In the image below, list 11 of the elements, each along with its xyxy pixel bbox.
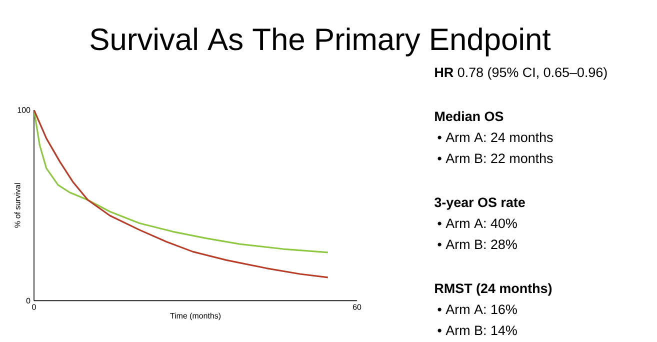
text: 3-year OS rate bbox=[434, 198, 525, 210]
text: RMST (24 months) bbox=[435, 283, 552, 296]
text: • Arm A: 40% bbox=[438, 218, 517, 228]
text: • Arm B: 14% bbox=[438, 326, 517, 336]
text: Median OS bbox=[435, 111, 504, 122]
text: • Arm B: 22 months bbox=[438, 153, 553, 164]
text: • Arm B: 28% bbox=[438, 240, 517, 250]
text: HR 0.78 (95% CI, 0.65–0.96) bbox=[435, 67, 607, 80]
text: • Arm A: 24 months bbox=[438, 132, 553, 142]
text: • Arm A: 16% bbox=[438, 304, 517, 314]
chart-title: Survival As The Primary Endpoint bbox=[90, 28, 551, 56]
